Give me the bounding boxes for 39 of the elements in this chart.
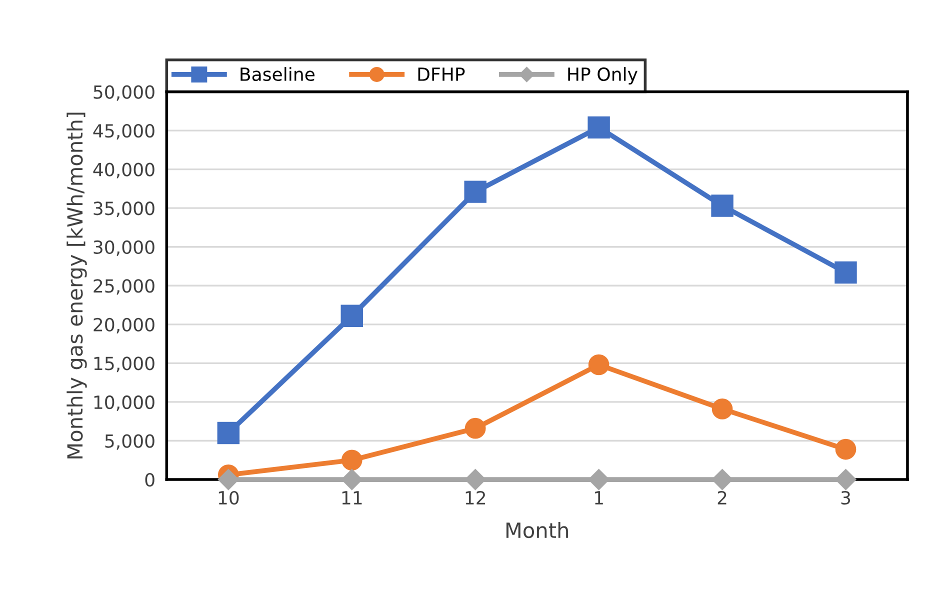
x-tick-label: 2 <box>718 490 726 504</box>
y-tick-label: 10,000 <box>94 395 154 411</box>
x-tick-label: 12 <box>466 490 486 504</box>
x-tick-label: 10 <box>218 490 239 505</box>
y-tick-label: 40,000 <box>93 162 154 178</box>
x-tick-label: 1 <box>595 491 603 504</box>
point <box>217 422 240 444</box>
legend-label: Baseline <box>240 67 314 82</box>
point <box>464 418 486 439</box>
point <box>218 469 239 490</box>
point <box>835 438 856 460</box>
point <box>712 398 733 420</box>
point <box>711 194 734 217</box>
point <box>835 469 856 490</box>
y-tick-label: 20,000 <box>94 318 154 334</box>
y-tick-label: 50,000 <box>94 85 154 101</box>
x-axis-title: Month <box>506 522 568 538</box>
point <box>464 180 486 203</box>
point <box>712 469 733 490</box>
y-tick-label: 35,000 <box>94 202 154 218</box>
y-tick-label: 5,000 <box>105 434 154 450</box>
x-tick-label: 11 <box>342 491 362 504</box>
y-tick-label: 30,000 <box>94 240 154 256</box>
y-tick-label: 25,000 <box>94 279 154 295</box>
point <box>464 469 486 490</box>
legend-label: DFHP <box>418 68 465 81</box>
point <box>588 116 610 139</box>
point <box>340 304 363 327</box>
x-tick-label: 3 <box>841 490 850 505</box>
point <box>588 469 610 490</box>
legend-label: HP Only <box>568 67 638 85</box>
point <box>834 261 857 284</box>
y-tick-label: 15,000 <box>94 356 154 372</box>
y-axis-title: Monthly gas energy [kWh/month] <box>66 112 87 458</box>
point <box>588 354 610 376</box>
y-tick-label: 45,000 <box>93 124 154 140</box>
y-tick-label: 0 <box>145 472 154 487</box>
point <box>341 469 362 490</box>
point <box>341 450 362 471</box>
